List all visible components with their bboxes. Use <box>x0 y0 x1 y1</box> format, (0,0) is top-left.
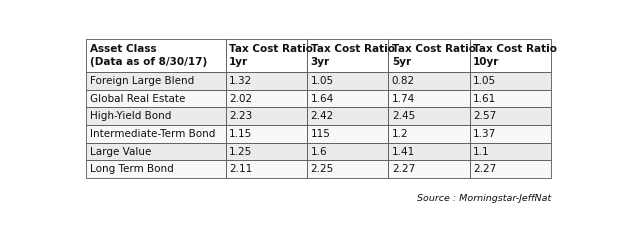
Text: 1.74: 1.74 <box>392 94 415 104</box>
Bar <box>226 90 307 107</box>
Bar <box>307 39 389 72</box>
Bar <box>470 160 551 178</box>
Text: 1.6: 1.6 <box>310 146 327 157</box>
Text: 1.32: 1.32 <box>230 76 253 86</box>
Text: 1.2: 1.2 <box>392 129 409 139</box>
Text: 2.27: 2.27 <box>392 164 415 174</box>
Text: Source : Morningstar-JeffNat: Source : Morningstar-JeffNat <box>417 194 551 203</box>
Bar <box>470 107 551 125</box>
Bar <box>470 143 551 160</box>
Bar <box>307 125 389 143</box>
Text: Intermediate-Term Bond: Intermediate-Term Bond <box>90 129 215 139</box>
Text: 1.41: 1.41 <box>392 146 415 157</box>
Bar <box>470 39 551 72</box>
Text: 1.61: 1.61 <box>473 94 496 104</box>
Bar <box>226 107 307 125</box>
Text: High-Yield Bond: High-Yield Bond <box>90 111 171 121</box>
Bar <box>226 72 307 90</box>
Bar <box>389 107 470 125</box>
Bar <box>86 143 226 160</box>
Text: 1.1: 1.1 <box>473 146 490 157</box>
Bar <box>226 143 307 160</box>
Bar <box>86 107 226 125</box>
Bar <box>389 72 470 90</box>
Text: Global Real Estate: Global Real Estate <box>90 94 185 104</box>
Bar <box>86 72 226 90</box>
Text: 2.42: 2.42 <box>310 111 334 121</box>
Bar <box>470 72 551 90</box>
Bar <box>307 90 389 107</box>
Bar <box>307 160 389 178</box>
Text: Long Term Bond: Long Term Bond <box>90 164 174 174</box>
Text: 1.37: 1.37 <box>473 129 496 139</box>
Bar <box>86 90 226 107</box>
Text: 1.25: 1.25 <box>230 146 253 157</box>
Text: 2.02: 2.02 <box>230 94 253 104</box>
Text: 2.23: 2.23 <box>230 111 253 121</box>
Text: Large Value: Large Value <box>90 146 151 157</box>
Bar <box>389 90 470 107</box>
Text: 2.27: 2.27 <box>473 164 496 174</box>
Bar <box>389 125 470 143</box>
Bar <box>226 39 307 72</box>
Bar <box>86 39 226 72</box>
Bar <box>226 160 307 178</box>
Bar <box>86 160 226 178</box>
Text: 115: 115 <box>310 129 330 139</box>
Bar <box>470 90 551 107</box>
Text: 1.15: 1.15 <box>230 129 253 139</box>
Bar <box>389 39 470 72</box>
Bar <box>307 72 389 90</box>
Text: 2.45: 2.45 <box>392 111 415 121</box>
Text: 1.05: 1.05 <box>310 76 333 86</box>
Text: Foreign Large Blend: Foreign Large Blend <box>90 76 194 86</box>
Text: 1.64: 1.64 <box>310 94 334 104</box>
Text: Tax Cost Ratio
1yr: Tax Cost Ratio 1yr <box>230 45 313 67</box>
Text: Tax Cost Ratio
10yr: Tax Cost Ratio 10yr <box>473 45 557 67</box>
Bar <box>86 125 226 143</box>
Text: 0.82: 0.82 <box>392 76 415 86</box>
Bar <box>307 107 389 125</box>
Bar <box>389 143 470 160</box>
Text: 2.57: 2.57 <box>473 111 496 121</box>
Text: Asset Class
(Data as of 8/30/17): Asset Class (Data as of 8/30/17) <box>90 45 207 67</box>
Text: 1.05: 1.05 <box>473 76 496 86</box>
Bar <box>470 125 551 143</box>
Text: Tax Cost Ratio
3yr: Tax Cost Ratio 3yr <box>310 45 394 67</box>
Bar <box>307 143 389 160</box>
Bar <box>226 125 307 143</box>
Text: 2.25: 2.25 <box>310 164 334 174</box>
Text: 2.11: 2.11 <box>230 164 253 174</box>
Text: Tax Cost Ratio
5yr: Tax Cost Ratio 5yr <box>392 45 476 67</box>
Bar <box>389 160 470 178</box>
